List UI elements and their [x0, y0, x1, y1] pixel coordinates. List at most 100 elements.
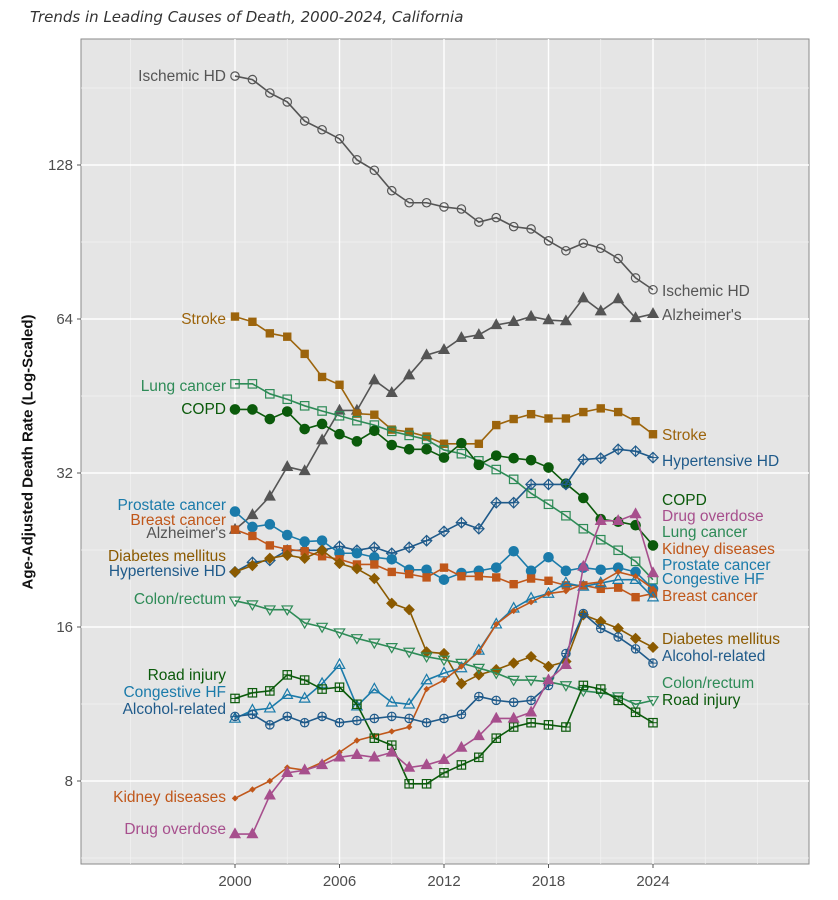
- left-label: Colon/rectum: [134, 591, 226, 608]
- data-point-stroke: [613, 407, 623, 417]
- data-point-breast-cancer: [283, 545, 292, 554]
- data-point-congestive-hf: [368, 682, 381, 694]
- data-point-alzheimer-s: [507, 315, 520, 326]
- data-point-alcohol-related: [404, 713, 414, 724]
- data-point-ischemic-hd: [491, 212, 502, 223]
- data-point-prostate-cancer: [508, 545, 519, 557]
- data-point-breast-cancer: [544, 576, 553, 585]
- data-point-lung-cancer: [334, 410, 345, 421]
- data-point-ischemic-hd: [334, 134, 345, 144]
- data-point-colon-rectum: [298, 618, 311, 630]
- data-point-stroke: [248, 317, 257, 326]
- data-point-breast-cancer: [300, 547, 309, 556]
- plot-panel: [80, 38, 810, 865]
- data-point-breast-cancer: [370, 560, 379, 569]
- data-point-copd: [647, 540, 659, 551]
- data-point-ischemic-hd: [439, 202, 449, 212]
- data-point-colon-rectum: [420, 652, 433, 664]
- data-point-ischemic-hd: [456, 204, 467, 214]
- data-point-copd: [351, 436, 363, 447]
- left-label: Alzheimer's: [146, 525, 226, 542]
- data-point-hypertensive-hd: [455, 516, 468, 529]
- data-point-breast-cancer: [387, 567, 396, 577]
- data-point-congestive-hf: [281, 687, 294, 699]
- data-point-alzheimer-s: [594, 304, 607, 316]
- data-point-alzheimer-s: [455, 331, 468, 343]
- data-point-kidney-diseases: [614, 568, 622, 576]
- data-point-colon-rectum: [629, 699, 642, 711]
- data-point-alzheimer-s: [472, 328, 485, 340]
- data-point-ischemic-hd: [561, 245, 571, 256]
- data-point-road-injury: [508, 722, 519, 732]
- data-point-kidney-diseases: [388, 728, 395, 735]
- data-point-diabetes-mellitus: [420, 646, 433, 658]
- data-point-stroke: [631, 417, 640, 426]
- left-label: Stroke: [181, 311, 226, 328]
- data-point-breast-cancer: [631, 592, 640, 602]
- data-point-prostate-cancer: [299, 536, 310, 547]
- right-label: Lung cancer: [662, 524, 747, 541]
- left-label: Prostate cancer: [117, 497, 226, 514]
- data-point-colon-rectum: [490, 668, 503, 680]
- right-label: Diabetes mellitus: [662, 631, 780, 648]
- data-point-lung-cancer: [317, 406, 327, 416]
- data-point-diabetes-mellitus: [473, 669, 485, 681]
- y-tick-label: 64: [56, 311, 73, 328]
- data-point-alzheimer-s: [612, 292, 625, 304]
- data-point-alcohol-related: [334, 717, 345, 728]
- data-point-alcohol-related: [595, 623, 606, 634]
- data-point-hypertensive-hd: [646, 451, 660, 464]
- data-point-congestive-hf: [455, 661, 468, 673]
- data-point-ischemic-hd: [265, 88, 275, 98]
- data-point-diabetes-mellitus: [264, 552, 276, 564]
- data-point-lung-cancer: [421, 434, 432, 445]
- data-point-congestive-hf: [350, 699, 364, 711]
- data-point-diabetes-mellitus: [351, 563, 363, 575]
- data-point-road-injury: [369, 733, 380, 743]
- data-point-drug-overdose: [368, 750, 381, 762]
- data-point-stroke: [370, 410, 379, 419]
- data-point-breast-cancer: [457, 572, 466, 581]
- data-point-colon-rectum: [472, 663, 486, 675]
- data-point-ischemic-hd: [526, 224, 536, 234]
- data-point-lung-cancer: [299, 401, 310, 411]
- data-point-colon-rectum: [437, 655, 451, 667]
- data-point-lung-cancer: [352, 415, 362, 426]
- data-point-stroke: [544, 414, 553, 423]
- data-point-copd: [229, 404, 241, 415]
- x-tick-label: 2006: [323, 873, 356, 890]
- data-point-diabetes-mellitus: [542, 660, 555, 673]
- data-point-kidney-diseases: [597, 578, 604, 586]
- data-point-stroke: [492, 420, 501, 430]
- data-point-prostate-cancer: [316, 535, 328, 546]
- data-point-ischemic-hd: [421, 197, 432, 208]
- data-point-alzheimer-s: [490, 318, 503, 330]
- data-point-kidney-diseases: [266, 777, 274, 785]
- data-point-prostate-cancer: [229, 506, 241, 517]
- data-point-road-injury: [247, 687, 258, 698]
- data-point-alcohol-related: [578, 608, 589, 619]
- series-line-colon-rectum: [234, 600, 654, 706]
- data-point-colon-rectum: [246, 600, 259, 611]
- data-point-copd: [386, 439, 398, 451]
- data-point-drug-overdose: [577, 559, 590, 571]
- data-point-lung-cancer: [247, 379, 258, 389]
- data-point-breast-cancer: [561, 581, 571, 590]
- data-point-prostate-cancer: [438, 574, 450, 585]
- data-point-lung-cancer: [282, 394, 293, 405]
- data-point-colon-rectum: [281, 605, 294, 617]
- data-point-ischemic-hd: [386, 185, 397, 196]
- data-point-breast-cancer: [526, 574, 536, 583]
- right-label: Drug overdose: [662, 508, 764, 525]
- data-point-drug-overdose: [594, 514, 607, 526]
- data-point-stroke: [387, 425, 396, 434]
- data-point-copd: [316, 418, 328, 430]
- data-point-stroke: [300, 349, 309, 359]
- data-point-ischemic-hd: [404, 197, 414, 208]
- left-label: Alcohol-related: [123, 701, 226, 718]
- data-point-drug-overdose: [612, 514, 625, 526]
- data-point-ischemic-hd: [630, 273, 641, 283]
- data-point-copd: [299, 423, 310, 435]
- data-point-drug-overdose: [472, 729, 485, 741]
